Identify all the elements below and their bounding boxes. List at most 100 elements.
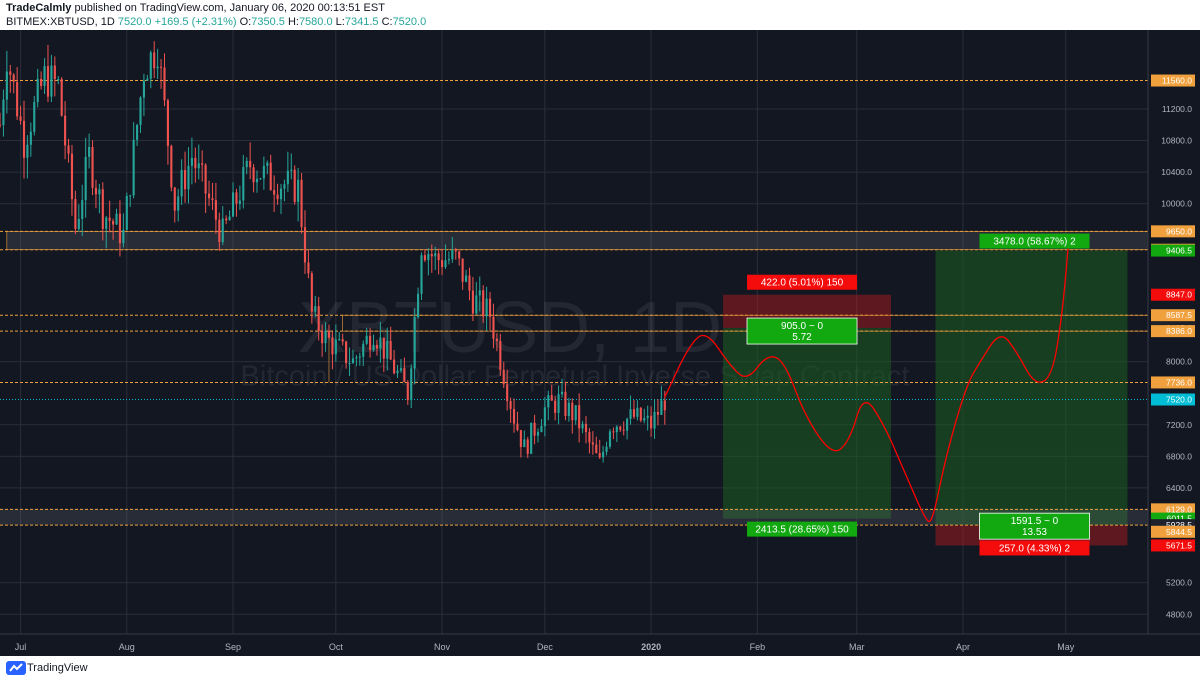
support-zone <box>0 509 1148 526</box>
candle-body <box>324 330 327 344</box>
candle-body <box>458 251 461 259</box>
x-tick-label: 2020 <box>641 642 661 652</box>
candle-body <box>622 429 625 431</box>
candle-body <box>571 402 574 421</box>
candle-body <box>64 115 67 146</box>
short-profit-zone <box>723 328 891 519</box>
author-name[interactable]: TradeCalmly <box>6 2 72 14</box>
price-axis-tag-bg <box>1151 74 1195 87</box>
chart-footer: TradingView <box>0 656 1200 681</box>
candle-body <box>629 409 632 419</box>
tradingview-brand[interactable]: TradingView <box>27 662 88 674</box>
long-stop-label-bg <box>979 540 1090 556</box>
price-axis-tag: 11560.0 <box>1151 74 1195 87</box>
price-axis-tag: 9406.5 <box>1151 244 1195 257</box>
price-axis-tag-text: 9650.0 <box>1166 226 1192 236</box>
candle-body <box>495 338 498 341</box>
candles <box>0 41 666 463</box>
symbol-label[interactable]: BITMEX:XBTUSD, 1D <box>6 16 115 28</box>
candle-body <box>221 218 224 242</box>
candle-body <box>475 295 478 314</box>
candle-body <box>317 306 320 332</box>
candle-body <box>540 426 543 432</box>
candle-body <box>615 426 618 433</box>
candle-body <box>502 369 505 385</box>
candle-body <box>9 71 12 75</box>
last-price: 7520.0 <box>117 16 152 28</box>
candle-body <box>516 423 519 431</box>
candle-body <box>427 253 430 261</box>
candle-body <box>207 193 211 199</box>
candle-body <box>273 190 276 195</box>
candle-body <box>118 213 122 244</box>
x-tick-label: Mar <box>849 642 865 652</box>
candle-body <box>560 391 564 395</box>
short-center-label-text: 905.0 ~ 0 <box>781 321 823 332</box>
price-axis-tag-bg <box>1151 525 1195 538</box>
long-stop-label: 257.0 (4.33%) 2 <box>979 540 1090 556</box>
price-axis-tag: 8847.0 <box>1151 288 1195 301</box>
candle-body <box>303 227 307 263</box>
candle-body <box>567 402 570 416</box>
candle-body <box>201 163 204 165</box>
candle-body <box>160 66 163 68</box>
price-axis-tag: 9650.0 <box>1151 225 1195 238</box>
candle-body <box>547 395 550 408</box>
candle-body <box>40 78 43 86</box>
candle-body <box>310 273 313 312</box>
price-axis-tag-text: 8847.0 <box>1166 290 1192 300</box>
candle-body <box>331 337 334 355</box>
x-tick-label: Oct <box>329 642 344 652</box>
candle-body <box>358 356 361 358</box>
candle-body <box>33 102 36 132</box>
price-axis-tag-text: 7520.0 <box>1166 395 1192 405</box>
price-axis-tag-text: 9406.5 <box>1166 246 1192 256</box>
candle-body <box>321 331 324 344</box>
candle-body <box>341 339 344 342</box>
tradingview-logo-icon[interactable] <box>6 661 26 675</box>
candle-body <box>382 337 385 359</box>
price-chart[interactable]: Jul Aug Sep Oct Nov Dec 2020 Feb Mar Apr May 11200.… <box>0 30 1200 656</box>
long-center-label: 1591.5 ~ 013.53 <box>979 512 1090 540</box>
candle-body <box>591 442 594 445</box>
candle-body <box>91 147 94 188</box>
candle-body <box>492 316 495 339</box>
candle-body <box>632 409 636 417</box>
candle-body <box>646 415 649 419</box>
candle-body <box>211 198 214 201</box>
candle-body <box>389 341 392 360</box>
candle-body <box>36 78 39 103</box>
candle-body <box>149 52 152 79</box>
candle-body <box>22 120 26 158</box>
candle-body <box>276 194 279 200</box>
price-axis-tag-bg <box>1151 539 1195 552</box>
candle-body <box>423 255 426 261</box>
candle-body <box>451 249 454 260</box>
candle-body <box>612 431 615 433</box>
long-center-label-text: 13.53 <box>1022 527 1047 538</box>
candle-body <box>166 100 169 146</box>
long-profit-zone <box>935 250 1128 526</box>
price-axis-tick: 10000.0 <box>1161 199 1192 209</box>
x-tick-label: Feb <box>750 642 766 652</box>
candle-body <box>557 394 560 413</box>
price-axis-tag-text: 7736.0 <box>1166 377 1192 387</box>
candle-body <box>187 165 190 190</box>
price-axis-tick: 6800.0 <box>1166 451 1192 461</box>
candle-body <box>362 343 365 357</box>
candle-body <box>115 213 118 225</box>
price-axis-tag-bg <box>1151 325 1195 338</box>
candle-body <box>626 418 629 431</box>
symbol-ohlc: BITMEX:XBTUSD, 1D 7520.0 +169.5 (+2.31%)… <box>6 16 426 28</box>
long-target-label: 3478.0 (58.67%) 2 <box>979 233 1090 249</box>
candle-body <box>249 160 252 168</box>
candle-body <box>578 405 581 429</box>
price-axis-tag-text: 6129.0 <box>1166 504 1192 514</box>
price-axis-tag-text: 5928.5 <box>1166 520 1192 530</box>
candle-body <box>468 275 471 291</box>
candle-body <box>283 184 286 189</box>
price-change: +169.5 (+2.31%) <box>154 16 237 28</box>
price-axis-tick: 7200.0 <box>1166 420 1192 430</box>
long-stop-label-text: 257.0 (4.33%) 2 <box>999 543 1071 554</box>
candle-body <box>16 82 19 117</box>
